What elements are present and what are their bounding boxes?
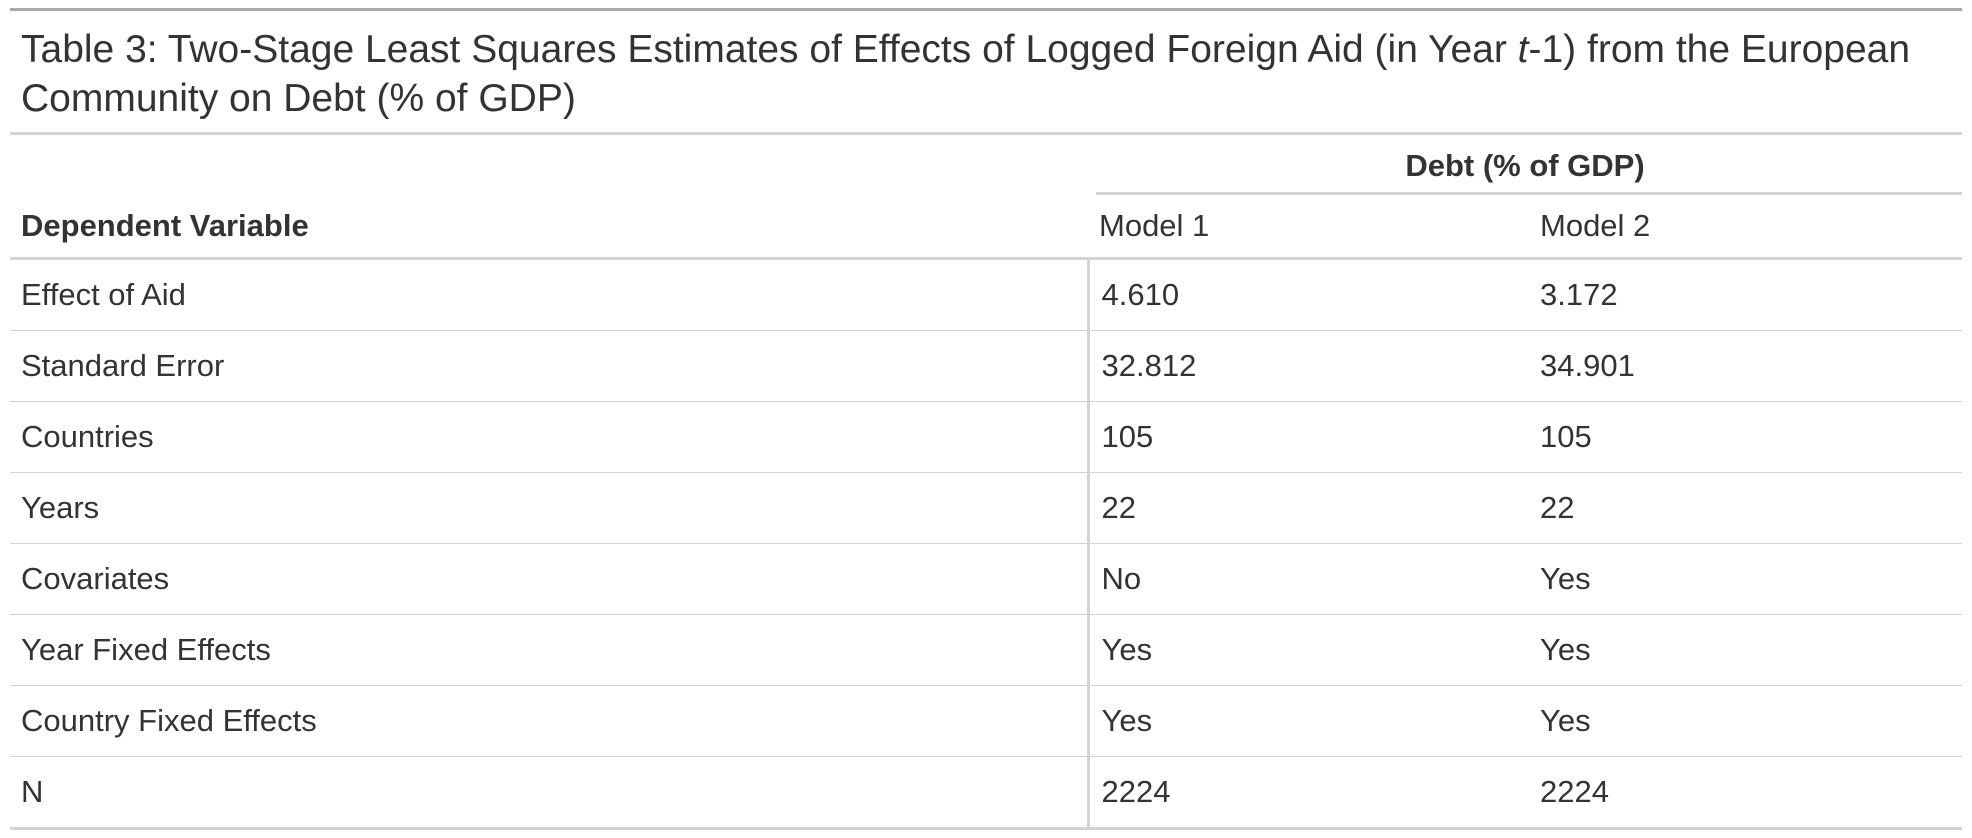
cell-model-2: Yes xyxy=(1524,685,1962,757)
row-label: Year Fixed Effects xyxy=(10,614,1090,686)
cell-model-2: 3.172 xyxy=(1524,258,1962,331)
row-label: Countries xyxy=(10,401,1090,473)
spanner-row: Debt (% of GDP) xyxy=(10,135,1962,195)
row-label: Years xyxy=(10,472,1090,544)
caption-rule xyxy=(10,132,1962,135)
cell-model-2: Yes xyxy=(1524,543,1962,615)
cell-model-2: 22 xyxy=(1524,472,1962,544)
cell-model-1: Yes xyxy=(1088,614,1524,686)
row-label: Covariates xyxy=(10,543,1090,615)
spanner-cell: Debt (% of GDP) xyxy=(1088,135,1962,195)
spanner-rule xyxy=(1096,192,1962,195)
cell-model-1: 2224 xyxy=(1088,756,1524,830)
table-row: Covariates No Yes xyxy=(10,543,1962,615)
spanner-label: Debt (% of GDP) xyxy=(1405,148,1645,183)
row-label: N xyxy=(10,756,1090,830)
caption-suffix: -1) from the European Community on Debt … xyxy=(21,28,1911,120)
table-row: Effect of Aid 4.610 3.172 xyxy=(10,258,1962,331)
cell-model-1: 32.812 xyxy=(1088,330,1524,402)
table-row: Year Fixed Effects Yes Yes xyxy=(10,614,1962,686)
table-row: Country Fixed Effects Yes Yes xyxy=(10,685,1962,757)
table-row: N 2224 2224 xyxy=(10,756,1962,830)
column-header-model-2: Model 2 xyxy=(1524,195,1962,260)
cell-model-1: 22 xyxy=(1088,472,1524,544)
cell-model-1: 105 xyxy=(1088,401,1524,473)
row-label: Effect of Aid xyxy=(10,258,1090,331)
results-table: Debt (% of GDP) Dependent Variable Model… xyxy=(10,135,1962,830)
spanner-empty-cell xyxy=(10,135,1088,195)
cell-model-2: 105 xyxy=(1524,401,1962,473)
column-header-stub: Dependent Variable xyxy=(10,195,1088,260)
cell-model-1: 4.610 xyxy=(1088,258,1524,331)
top-rule xyxy=(10,8,1962,11)
cell-model-2: 34.901 xyxy=(1524,330,1962,402)
table-row: Countries 105 105 xyxy=(10,401,1962,473)
caption-prefix: Table 3: Two-Stage Least Squares Estimat… xyxy=(21,28,1518,71)
cell-model-2: Yes xyxy=(1524,614,1962,686)
column-header-model-1: Model 1 xyxy=(1088,195,1524,260)
cell-model-1: No xyxy=(1088,543,1524,615)
cell-model-1: Yes xyxy=(1088,685,1524,757)
row-label: Standard Error xyxy=(10,330,1090,402)
caption-italic: t xyxy=(1517,28,1529,71)
column-header-row: Dependent Variable Model 1 Model 2 xyxy=(10,195,1962,260)
table-row: Standard Error 32.812 34.901 xyxy=(10,330,1962,402)
row-label: Country Fixed Effects xyxy=(10,685,1090,757)
cell-model-2: 2224 xyxy=(1524,756,1962,830)
table-row: Years 22 22 xyxy=(10,472,1962,544)
regression-table-container: Table 3: Two-Stage Least Squares Estimat… xyxy=(10,8,1962,830)
table-caption: Table 3: Two-Stage Least Squares Estimat… xyxy=(10,11,1962,132)
